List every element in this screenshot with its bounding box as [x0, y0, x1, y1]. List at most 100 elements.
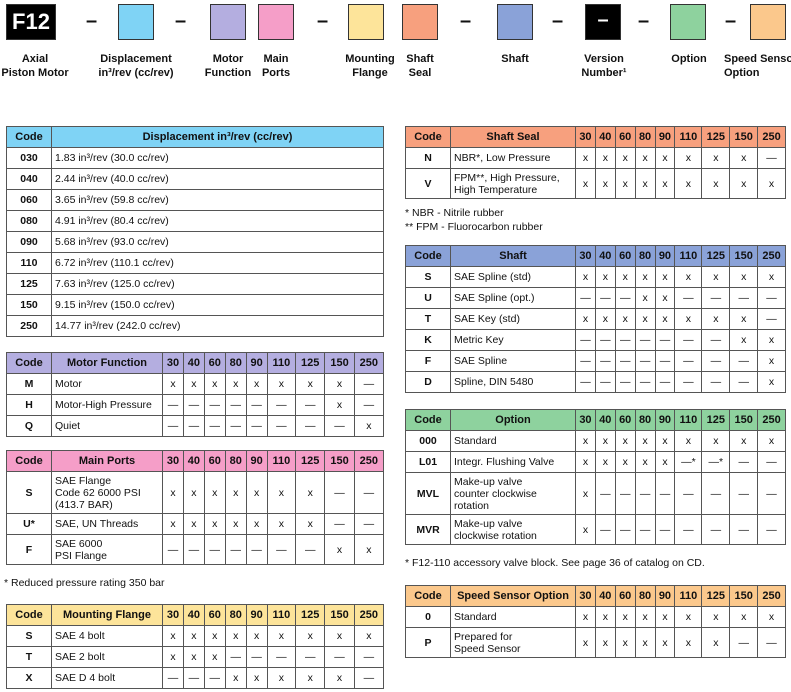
- availability-cell: x: [575, 430, 596, 452]
- availability-cell: —: [162, 667, 184, 689]
- availability-cell: —: [634, 329, 656, 351]
- table-row: 250 14.77 in³/rev (242.0 cc/rev): [6, 315, 384, 337]
- row-description: 1.83 in³/rev (30.0 cc/rev): [51, 147, 384, 169]
- table-header-row: Code Shaft 30 40 60 80 90 110 125 150 250: [405, 245, 786, 267]
- availability-cell: —: [266, 394, 297, 416]
- availability-cell: x: [654, 266, 676, 288]
- shaft-seal-note-1: * NBR - Nitrile rubber: [405, 207, 504, 219]
- row-code: 250: [6, 315, 52, 337]
- row-code: H: [6, 394, 52, 416]
- col-header-size: 90: [654, 409, 676, 431]
- availability-cell: —: [575, 371, 596, 393]
- availability-cell: x: [203, 513, 226, 535]
- table-row: 030 1.83 in³/rev (30.0 cc/rev): [6, 147, 384, 169]
- col-header-description: Option: [450, 409, 576, 431]
- availability-cell: x: [575, 627, 596, 658]
- model-code-header: F12 – – – – – – – – Axial Piston Motor D…: [0, 0, 791, 84]
- availability-cell: x: [245, 625, 268, 647]
- availability-cell: x: [634, 147, 656, 169]
- availability-cell: —*: [674, 451, 703, 473]
- row-description: SAE Key (std): [450, 308, 576, 330]
- availability-cell: x: [634, 606, 656, 628]
- col-header-code: Code: [6, 604, 52, 626]
- availability-cell: —: [757, 308, 786, 330]
- row-code: MVR: [405, 514, 451, 545]
- availability-cell: —: [266, 534, 297, 565]
- col-header-code: Code: [405, 409, 451, 431]
- availability-cell: —: [245, 534, 268, 565]
- col-header-size: 90: [245, 450, 268, 472]
- row-code: F: [6, 534, 52, 565]
- availability-cell: —: [224, 415, 247, 437]
- availability-cell: x: [266, 667, 297, 689]
- label-displacement: Displacement in³/rev (cc/rev): [98, 53, 174, 79]
- availability-cell: x: [224, 667, 247, 689]
- availability-cell: x: [614, 147, 636, 169]
- availability-cell: —: [701, 472, 731, 515]
- col-header-size: 250: [353, 604, 385, 626]
- availability-cell: —: [182, 415, 205, 437]
- col-header-size: 80: [224, 450, 247, 472]
- col-header-size: 150: [324, 604, 355, 626]
- row-code: S: [6, 471, 52, 514]
- table-row: 150 9.15 in³/rev (150.0 cc/rev): [6, 294, 384, 316]
- availability-cell: —: [729, 287, 759, 309]
- col-header-code: Code: [405, 126, 451, 148]
- col-header-size: 60: [203, 604, 226, 626]
- availability-cell: —: [324, 471, 355, 514]
- availability-cell: x: [575, 514, 596, 545]
- motor-function-color-box: [210, 4, 246, 40]
- row-code: 000: [405, 430, 451, 452]
- main-ports-table: Code Main Ports 30 40 60 80 90 110 125 150 250 S SAE…: [6, 450, 385, 565]
- motor-function-table: Code Motor Function 30 40 60 80 90 110 125 150 250…: [6, 352, 385, 437]
- availability-cell: x: [245, 471, 268, 514]
- dash: –: [638, 10, 650, 32]
- availability-cell: x: [654, 308, 676, 330]
- availability-cell: —: [203, 534, 226, 565]
- availability-cell: —: [729, 514, 759, 545]
- col-header-size: 40: [594, 585, 616, 607]
- row-description: Standard: [450, 606, 576, 628]
- availability-cell: x: [757, 266, 786, 288]
- availability-cell: x: [634, 430, 656, 452]
- table-row: U SAE Spline (opt.) — — — x x — — — —: [405, 287, 786, 309]
- availability-cell: x: [674, 147, 703, 169]
- availability-cell: —: [575, 329, 596, 351]
- availability-cell: x: [674, 168, 703, 199]
- row-code: M: [6, 373, 52, 395]
- availability-cell: —: [757, 472, 786, 515]
- row-code: F: [405, 350, 451, 372]
- availability-cell: —: [729, 350, 759, 372]
- availability-cell: x: [266, 625, 297, 647]
- availability-cell: x: [353, 534, 385, 565]
- availability-cell: —: [162, 394, 184, 416]
- row-code: V: [405, 168, 451, 199]
- mounting-flange-table: Code Mounting Flange 30 40 60 80 90 110 125 150 25…: [6, 604, 385, 689]
- table-row: Q Quiet — — — — — — — — x: [6, 415, 385, 437]
- availability-cell: x: [224, 625, 247, 647]
- col-header-size: 60: [614, 409, 636, 431]
- row-description: Quiet: [51, 415, 163, 437]
- row-description: Metric Key: [450, 329, 576, 351]
- row-code: U: [405, 287, 451, 309]
- availability-cell: x: [757, 329, 786, 351]
- availability-cell: —: [757, 451, 786, 473]
- col-header-size: 125: [295, 604, 326, 626]
- availability-cell: —: [295, 534, 326, 565]
- availability-cell: x: [182, 373, 205, 395]
- availability-cell: —: [224, 394, 247, 416]
- row-description: SAE 2 bolt: [51, 646, 163, 668]
- availability-cell: —: [353, 513, 385, 535]
- model-code-box: F12: [6, 4, 56, 40]
- availability-cell: x: [674, 266, 703, 288]
- row-code: N: [405, 147, 451, 169]
- availability-cell: —: [182, 534, 205, 565]
- availability-cell: —: [594, 371, 616, 393]
- availability-cell: x: [594, 430, 616, 452]
- col-header-size: 40: [594, 409, 616, 431]
- row-description: Motor-High Pressure: [51, 394, 163, 416]
- col-header-size: 30: [162, 604, 184, 626]
- availability-cell: x: [757, 606, 786, 628]
- availability-cell: —: [324, 513, 355, 535]
- availability-cell: —: [182, 667, 205, 689]
